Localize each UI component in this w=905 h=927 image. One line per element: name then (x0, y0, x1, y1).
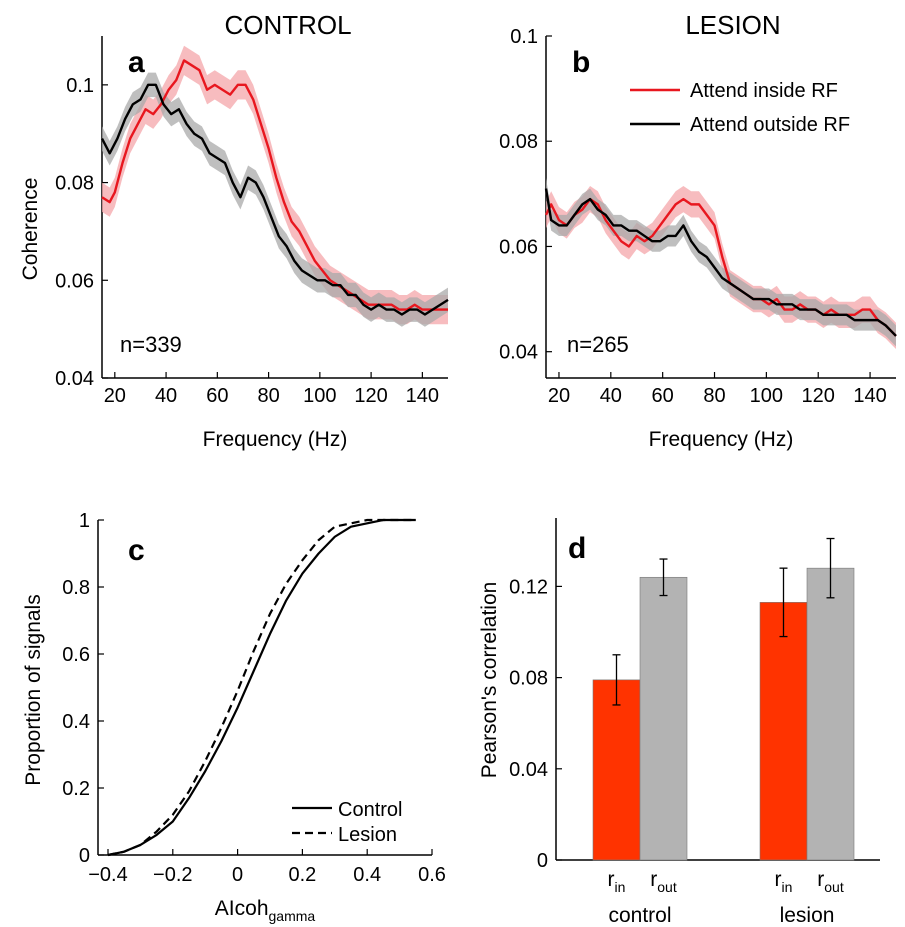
series-line-1 (544, 188, 897, 337)
y-tick-label: 0.04 (499, 342, 538, 364)
bar-control-rin (592, 679, 641, 861)
y-tick-label: 0.4 (62, 711, 90, 733)
x-axis-title-sub: gamma (269, 908, 316, 924)
bar-label-main: r (775, 868, 782, 891)
y-tick-label: 0.08 (499, 131, 538, 153)
y-tick-label: 0.8 (62, 577, 90, 599)
legend-label-0: Control (338, 799, 402, 821)
cdf-line-0 (107, 518, 416, 857)
x-tick-label: 40 (155, 385, 177, 407)
bar-label-sub: in (615, 879, 626, 895)
y-tick-label: 1 (79, 510, 90, 532)
x-tick-label: 120 (354, 385, 387, 407)
bar-lesion-rin (759, 602, 808, 861)
y-tick-label: 0.08 (509, 668, 548, 690)
x-tick-label: 100 (303, 385, 336, 407)
x-tick-label: −0.2 (153, 864, 192, 886)
bar-label-sub: out (824, 879, 844, 895)
panel-b: 20 40 60 80 100 120 140 0.04 0.06 0.08 0.1 LESION b F… (499, 10, 897, 451)
y-axis-title: Proportion of signals (22, 594, 45, 785)
y-axis-title: Coherence (19, 178, 42, 281)
cdf-line-1 (107, 518, 416, 857)
panel-letter: d (568, 532, 586, 565)
panel-title: LESION (685, 10, 780, 40)
sample-size-annotation: n=265 (567, 332, 629, 357)
x-axis-title: AIcohgamma (215, 897, 316, 924)
x-tick-label: 60 (206, 385, 228, 407)
y-tick-label: 0.08 (55, 173, 94, 195)
x-tick-label: 120 (802, 385, 835, 407)
bar-label-main: r (650, 868, 657, 891)
bar-lesion-rout (806, 567, 855, 861)
panel-a: 20 40 60 80 100 120 140 0.04 0.06 0.08 0.1 CONTROL a… (19, 10, 449, 451)
x-tick-label: 60 (652, 385, 674, 407)
x-tick-label: 0 (232, 864, 243, 886)
x-tick-label: 0.6 (418, 864, 446, 886)
y-tick-label: 0.06 (55, 270, 94, 292)
legend-label-1: Lesion (338, 824, 397, 846)
bar-label: rin (608, 868, 626, 895)
x-tick-label: 20 (548, 385, 570, 407)
error-band-series-0 (102, 45, 448, 325)
group-label-control: control (608, 904, 671, 927)
y-tick-label: 0.12 (509, 576, 548, 598)
bar-label-main: r (817, 868, 824, 891)
error-band-series-1 (546, 178, 896, 347)
y-tick-label: 0.6 (62, 644, 90, 666)
x-tick-label: 40 (600, 385, 622, 407)
y-tick-label: 0 (537, 850, 548, 872)
series-line-1 (100, 83, 449, 316)
group-label-lesion: lesion (780, 904, 835, 927)
x-tick-label: 80 (703, 385, 725, 407)
x-tick-label: 140 (406, 385, 439, 407)
y-tick-label: 0 (79, 845, 90, 867)
y-tick-label: 0.1 (66, 75, 94, 97)
x-axis-title: Frequency (Hz) (203, 428, 348, 451)
legend-label-1: Attend outside RF (690, 114, 850, 136)
panel-title: CONTROL (224, 10, 351, 40)
panel-letter: a (128, 46, 145, 79)
x-tick-label: 0.2 (288, 864, 316, 886)
x-tick-label: −0.4 (88, 864, 127, 886)
y-tick-label: 0.1 (510, 26, 538, 48)
sample-size-annotation: n=339 (120, 332, 182, 357)
bar-label: rin (775, 868, 793, 895)
panel-letter: b (572, 46, 590, 79)
x-tick-label: 100 (750, 385, 783, 407)
bar-label-sub: out (657, 879, 677, 895)
y-tick-label: 0.06 (499, 236, 538, 258)
x-tick-label: 140 (853, 385, 886, 407)
legend-label-0: Attend inside RF (690, 80, 838, 102)
x-tick-label: 80 (257, 385, 279, 407)
bar-label: rout (817, 868, 844, 895)
x-axis-title-main: AIcoh (215, 897, 269, 920)
y-tick-label: 0.04 (55, 368, 94, 390)
y-axis-title: Pearson's correlation (478, 582, 501, 779)
y-tick-label: 0.2 (62, 778, 90, 800)
series-line-0 (101, 59, 448, 311)
panel-c: −0.4 −0.2 0 0.2 0.4 0.6 0 0.2 0.4 0.6 0.8 1 c Control… (22, 510, 446, 924)
bar-label: rout (650, 868, 677, 895)
y-tick-label: 0.04 (509, 759, 548, 781)
panel-letter: c (128, 534, 145, 567)
x-tick-label: 20 (104, 385, 126, 407)
bar-label-main: r (608, 868, 615, 891)
bar-control-rout (639, 576, 688, 861)
legend: Attend inside RF Attend outside RF (630, 80, 850, 136)
error-band-series-1 (102, 72, 448, 327)
x-tick-label: 0.4 (353, 864, 381, 886)
x-axis-title: Frequency (Hz) (649, 428, 794, 451)
bar-label-sub: in (782, 879, 793, 895)
